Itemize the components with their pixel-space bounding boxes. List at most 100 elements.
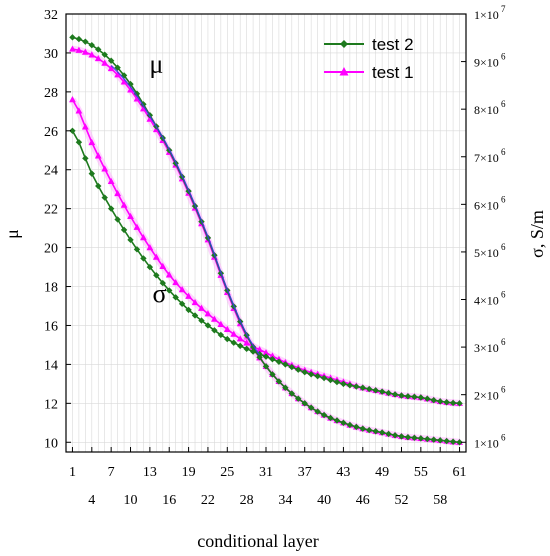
y-right-tick-labels: 1×10 6 2×10 6 3×10 6 4×10 6 5×10 6 6×10 6 7×10… <box>474 4 506 450</box>
data-point <box>262 349 270 356</box>
data-point <box>133 90 141 97</box>
series-mu-test-2 <box>69 34 463 446</box>
x-tick-label: 1 <box>69 465 76 480</box>
y-left-tick-labels: 10 12 14 16 18 20 22 24 26 28 30 32 <box>44 8 58 451</box>
data-point <box>140 234 147 241</box>
y-right-axis-title: σ, S/m <box>527 210 547 258</box>
annotations: μσ <box>149 49 166 308</box>
data-point <box>436 437 444 444</box>
data-point <box>69 34 76 41</box>
data-point <box>75 138 83 146</box>
data-point <box>133 95 141 102</box>
data-point <box>346 421 354 429</box>
data-point <box>456 400 463 407</box>
data-point <box>88 170 96 177</box>
data-point <box>185 306 192 314</box>
x-axis-title: conditional layer <box>197 531 318 551</box>
data-point <box>127 236 134 244</box>
data-point <box>114 216 121 223</box>
legend-marker <box>339 67 349 76</box>
x-tick-label: 55 <box>414 465 428 480</box>
data-point <box>107 64 115 72</box>
data-point <box>307 371 315 378</box>
data-point <box>69 45 76 52</box>
data-point <box>256 346 263 353</box>
y-right-tick-label: 2×10 6 <box>474 385 506 403</box>
y-left-tick-label: 22 <box>44 203 58 218</box>
x-tick-label: 22 <box>201 493 215 508</box>
y-left-tick-label: 32 <box>44 8 58 23</box>
legend-label: test 2 <box>372 35 414 54</box>
data-point <box>378 429 386 436</box>
data-point <box>198 304 205 311</box>
data-point <box>166 287 173 294</box>
data-point <box>107 205 115 212</box>
data-point <box>107 177 115 185</box>
y-right-tick-label: 6×10 6 <box>474 194 506 212</box>
data-point <box>411 434 418 441</box>
x-tick-label: 61 <box>453 465 467 480</box>
data-point <box>333 378 341 386</box>
y-right-tick-label: 4×10 6 <box>474 290 506 308</box>
x-tick-label: 13 <box>143 465 157 480</box>
data-point <box>391 391 399 398</box>
data-point <box>340 419 347 426</box>
x-tick-label: 46 <box>356 493 370 508</box>
data-point <box>165 271 173 278</box>
data-point <box>94 54 102 62</box>
data-point <box>398 392 405 399</box>
data-point <box>204 310 212 317</box>
data-point <box>340 380 347 388</box>
data-point <box>269 356 276 363</box>
data-point <box>133 246 141 253</box>
data-point <box>223 325 231 332</box>
data-point <box>120 78 128 85</box>
data-point <box>456 439 463 446</box>
y-left-tick-label: 16 <box>44 319 58 334</box>
y-left-tick-label: 18 <box>44 281 58 296</box>
data-point <box>262 363 270 370</box>
data-point <box>443 437 450 445</box>
x-tick-label: 7 <box>108 465 115 480</box>
data-point <box>114 64 121 71</box>
data-point <box>81 123 89 130</box>
data-point <box>372 428 379 435</box>
data-point <box>320 411 328 419</box>
data-point <box>295 395 302 402</box>
data-point <box>75 107 83 114</box>
data-point <box>378 388 386 395</box>
x-tick-label: 19 <box>182 465 196 480</box>
legend-label: test 1 <box>372 63 414 82</box>
data-point <box>269 352 276 359</box>
data-point <box>372 387 379 394</box>
x-tick-label: 43 <box>336 465 350 480</box>
data-point <box>120 201 128 208</box>
data-point <box>152 253 160 260</box>
data-point <box>346 382 354 389</box>
data-point <box>262 353 270 360</box>
data-point <box>217 320 225 327</box>
y-left-tick-label: 20 <box>44 242 58 257</box>
data-point <box>385 389 392 397</box>
y-left-tick-label: 28 <box>44 86 58 101</box>
data-point <box>224 335 231 343</box>
data-point <box>385 430 392 438</box>
data-point <box>249 348 257 355</box>
data-point <box>69 96 76 103</box>
annotation-label: σ <box>153 279 167 308</box>
y-left-tick-label: 30 <box>44 47 58 62</box>
data-point <box>191 298 199 306</box>
data-point <box>443 399 450 406</box>
data-point <box>301 400 308 407</box>
data-point <box>127 86 134 93</box>
data-point <box>101 51 108 58</box>
data-point <box>159 279 166 287</box>
data-point <box>82 38 89 45</box>
legend-marker <box>340 40 348 48</box>
data-point <box>411 393 418 400</box>
data-point <box>282 361 289 368</box>
data-point <box>95 182 102 190</box>
data-point <box>404 434 412 441</box>
y-right-tick-label: 7×10 6 <box>474 147 506 165</box>
data-point <box>172 294 179 301</box>
